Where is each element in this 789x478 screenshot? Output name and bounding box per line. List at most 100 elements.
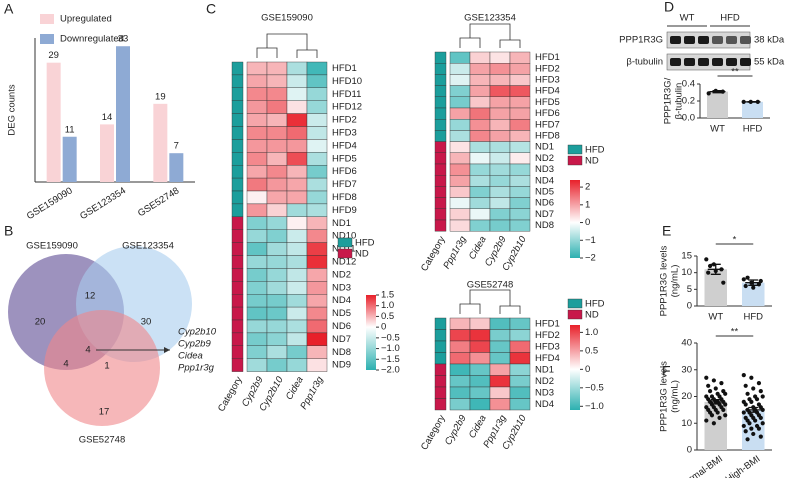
point [751,431,756,437]
heat-cell [509,398,531,411]
heat-cell [489,352,511,365]
row-label: ND3 [535,164,554,175]
point [717,415,722,420]
heat-cell [286,216,308,230]
heat-cell [266,255,288,269]
heat-cell [449,340,471,353]
error-bar [707,399,724,405]
band [712,36,723,44]
heat-cell [509,130,531,142]
heat-cell [469,352,491,365]
point [721,280,726,285]
heat-cell [286,319,308,334]
heat-cell [266,126,288,140]
heat-cell [489,152,511,165]
value-label: 19 [155,91,166,102]
region-count: 30 [141,317,152,328]
heat-cell [266,61,288,76]
bar [707,91,728,118]
heat-cell [246,87,268,101]
heat-cell [489,317,511,330]
y-axis-label: PPP1R3G levels [659,361,670,432]
heat-cell [286,306,308,321]
category-cell [434,375,447,388]
heat-cell [306,164,328,179]
heat-cell [489,63,511,75]
heat-cell [449,85,471,97]
size-label: 38 kDa [754,35,785,46]
heat-cell [449,141,471,154]
bar [116,46,130,182]
heat-cell [306,332,328,346]
heat-cell [246,268,268,282]
category-cell [231,177,244,192]
gene-name: Cyp2b10 [178,327,217,338]
row-label: ND7 [332,334,351,345]
heat-cell [306,216,328,230]
heat-cell [509,375,531,388]
heat-cell [489,74,511,86]
point [713,386,718,391]
heat-cell [306,177,328,192]
category-cell [434,329,447,342]
heat-cell [469,329,491,342]
point [721,407,726,412]
row-label: ND4 [332,295,351,306]
heat-cell [286,268,308,282]
point [723,402,728,407]
heat-cell [286,126,308,140]
heat-cell [449,163,471,176]
x-tick-label: GSE52748 [136,185,181,219]
heat-cell [509,363,531,376]
row-label: HFD8 [332,192,357,203]
lane-label: WT [680,13,695,24]
heat-cell [509,208,531,221]
point [706,383,711,388]
heat-cell [469,174,491,187]
heat-cell [246,332,268,346]
heat-cell [509,329,531,342]
heat-cell [306,126,328,140]
band [726,36,737,44]
x-tick-label: WT [708,312,723,323]
heatmap-title: GSE52748 [467,280,513,291]
heat-cell [489,107,511,120]
heat-cell [246,177,268,192]
colorbar [570,325,580,410]
point [711,421,716,426]
row-label: ND3 [535,387,554,398]
category-cell [434,352,447,365]
x-tick-label: GSE159090 [25,185,75,222]
heat-cell [469,340,491,353]
heat-cell [469,63,491,75]
heat-cell [246,345,268,359]
category-cell [231,294,244,308]
heat-cell [266,306,288,321]
heat-cell [266,164,288,179]
heat-cell [246,139,268,153]
y-axis-label: (ng/mL) [670,380,681,413]
heat-cell [286,255,308,269]
colorbar-tick-label: 0.5 [381,311,394,322]
heat-cell [469,130,491,142]
heat-cell [509,386,531,399]
value-label: 29 [48,50,59,61]
heat-cell [246,190,268,205]
y-tick-label: 10 [681,418,692,429]
category-cell [434,74,447,86]
heat-cell [489,340,511,353]
heat-cell [266,152,288,166]
protein-label: PPP1R3G [619,35,663,46]
point [747,421,752,426]
y-tick-label: 40 [681,338,692,349]
row-label: ND9 [332,360,351,371]
heat-cell [509,85,531,97]
colorbar-tick-label: 0 [585,364,590,375]
heat-cell [246,61,268,76]
heat-cell [449,74,471,86]
point [756,381,762,386]
bar [46,62,61,182]
band [726,58,737,66]
heat-cell [266,139,288,153]
heat-cell [266,242,288,256]
